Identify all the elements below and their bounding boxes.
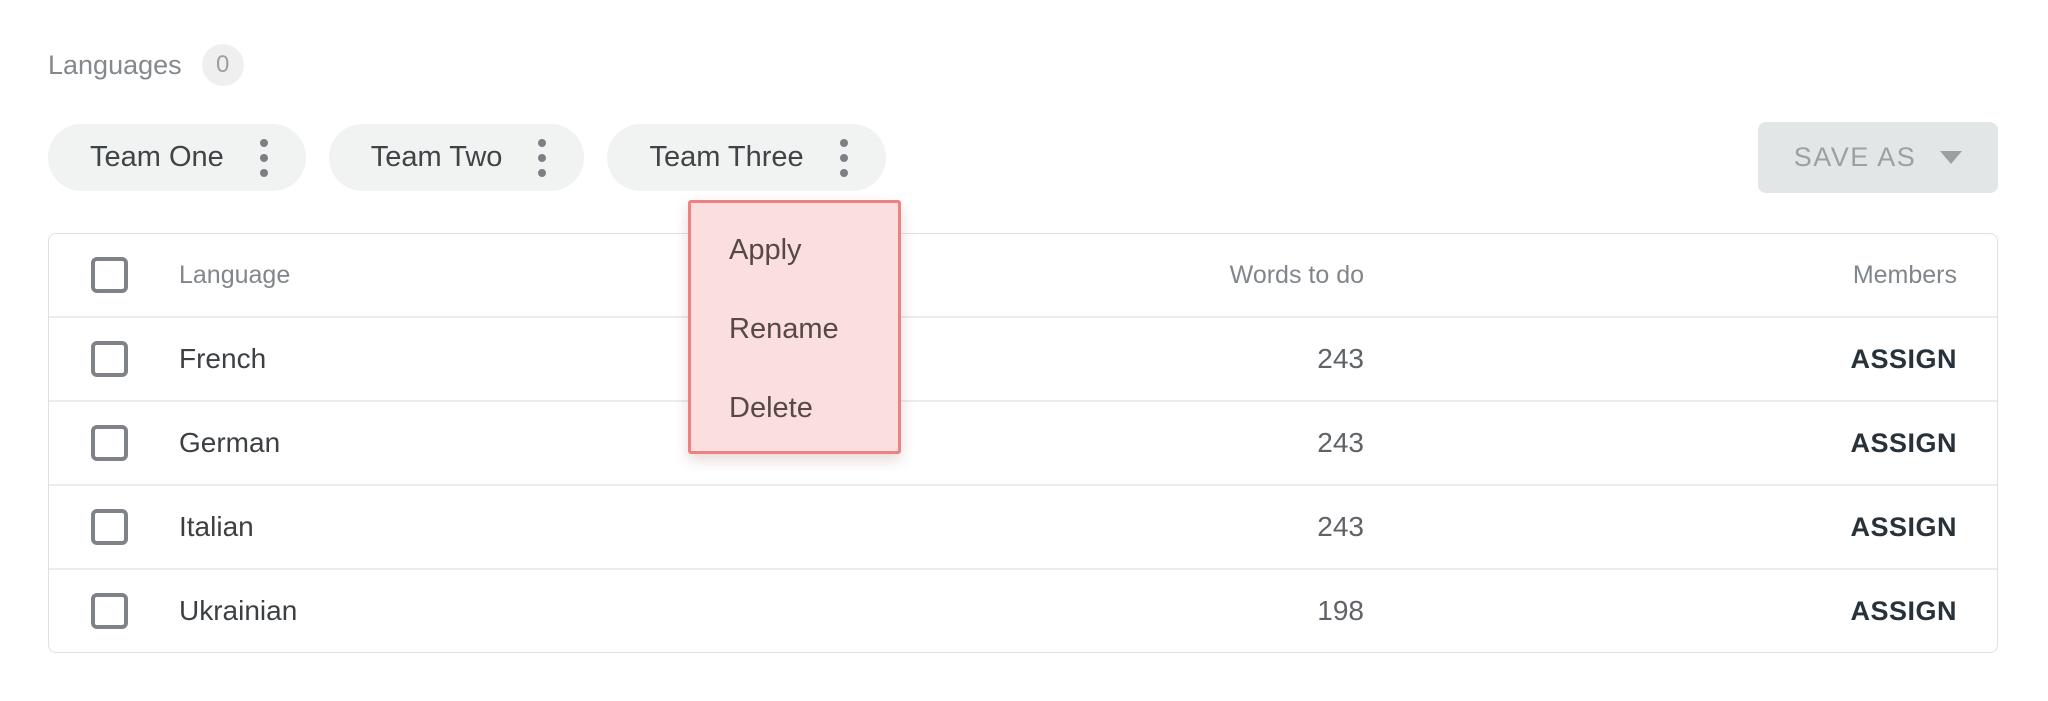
members-cell: ASSIGN (1397, 428, 1957, 459)
assign-button[interactable]: ASSIGN (1850, 343, 1957, 374)
row-checkbox[interactable] (91, 341, 128, 377)
table-header-row: Language Words to do Members (49, 234, 1997, 316)
team-chip-one[interactable]: Team One (48, 124, 306, 191)
languages-count-badge: 0 (201, 44, 244, 86)
team-context-menu: Apply Rename Delete (688, 200, 901, 454)
team-chip-label: Team Three (649, 141, 804, 173)
kebab-menu-icon[interactable] (530, 133, 554, 183)
table-row-german: German 243 ASSIGN (49, 400, 1997, 484)
team-chip-label: Team One (90, 141, 224, 173)
table-row-italian: Italian 243 ASSIGN (49, 484, 1997, 568)
languages-table: Language Words to do Members French 243 … (48, 233, 1998, 653)
assign-button[interactable]: ASSIGN (1850, 511, 1957, 542)
row-checkbox-cell (49, 425, 179, 461)
menu-item-apply[interactable]: Apply (729, 234, 802, 266)
words-to-do-value: 243 (1317, 427, 1364, 458)
page-header: Languages 0 (48, 44, 244, 86)
kebab-menu-icon[interactable] (832, 133, 856, 183)
page-title: Languages (48, 49, 182, 80)
row-checkbox-cell (49, 341, 179, 377)
menu-item-rename[interactable]: Rename (729, 313, 839, 345)
save-as-label: SAVE AS (1793, 142, 1917, 172)
chevron-down-icon (1940, 151, 1963, 164)
members-cell: ASSIGN (1397, 344, 1957, 375)
members-cell: ASSIGN (1397, 596, 1957, 627)
row-checkbox[interactable] (91, 425, 128, 461)
language-name: French (179, 343, 267, 374)
members-cell: ASSIGN (1397, 512, 1957, 543)
language-name: Ukrainian (179, 595, 298, 626)
words-to-do-value: 198 (1317, 595, 1364, 626)
save-as-button[interactable]: SAVE AS (1758, 122, 1998, 193)
table-row-ukrainian: Ukrainian 198 ASSIGN (49, 568, 1997, 652)
menu-item-delete[interactable]: Delete (729, 392, 813, 424)
row-checkbox-cell (49, 593, 179, 629)
team-chip-three[interactable]: Team Three (607, 124, 886, 191)
kebab-menu-icon[interactable] (252, 133, 276, 183)
header-checkbox-cell (49, 257, 179, 293)
select-all-checkbox[interactable] (91, 257, 128, 293)
column-header-members: Members (1852, 260, 1957, 289)
row-checkbox[interactable] (91, 509, 128, 545)
column-header-language: Language (179, 260, 291, 289)
column-header-words-to-do: Words to do (1229, 260, 1364, 289)
words-to-do-value: 243 (1317, 511, 1364, 542)
table-row-french: French 243 ASSIGN (49, 316, 1997, 400)
assign-button[interactable]: ASSIGN (1850, 595, 1957, 626)
row-checkbox-cell (49, 509, 179, 545)
language-name: Italian (179, 511, 254, 542)
words-to-do-value: 243 (1317, 343, 1364, 374)
team-chip-two[interactable]: Team Two (328, 124, 585, 191)
language-name: German (179, 427, 281, 458)
teams-toolbar: Team One Team Two Team Three SAVE AS (48, 122, 1998, 193)
assign-button[interactable]: ASSIGN (1850, 427, 1957, 458)
team-chip-label: Team Two (370, 141, 503, 173)
row-checkbox[interactable] (91, 593, 128, 629)
